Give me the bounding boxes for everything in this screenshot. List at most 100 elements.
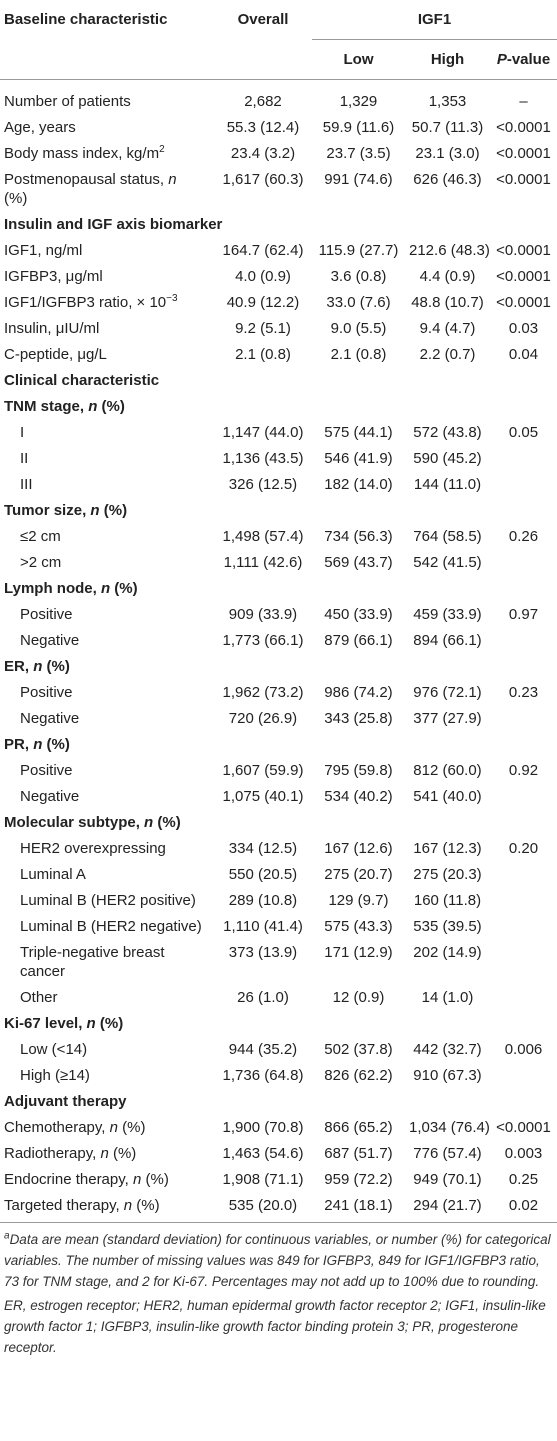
text-part: a <box>4 1230 10 1242</box>
data-row: Insulin, μIU/ml 9.2 (5.1) 9.0 (5.5) 9.4 (4.… <box>0 316 557 342</box>
text-part: n <box>168 171 177 188</box>
row-label: Tumor size, n (%) <box>0 498 557 524</box>
text-part: (%) <box>117 1119 146 1136</box>
row-label: ER, n (%) <box>0 654 557 680</box>
row-label: Endocrine therapy, n (%) <box>0 1167 214 1193</box>
text-part: IGFBP3, μg/ml <box>4 268 103 285</box>
cell: 167 (12.6) <box>324 840 393 857</box>
text-part: (%) <box>99 502 128 519</box>
row-label: >2 cm <box>0 550 214 576</box>
cell: 450 (33.9) <box>324 606 393 623</box>
cell: 164.7 (62.4) <box>222 242 304 259</box>
cell: 826 (62.2) <box>324 1067 393 1084</box>
cell: 1,110 (41.4) <box>223 918 303 935</box>
text-part: Luminal A <box>20 866 86 883</box>
section-row: PR, n (%) <box>0 732 557 758</box>
row-label: II <box>0 446 214 472</box>
cell: 909 (33.9) <box>228 606 298 623</box>
text-part: (%) <box>141 1171 169 1188</box>
cell: 572 (43.8) <box>413 424 482 441</box>
cell: 160 (11.8) <box>413 892 482 909</box>
cell: 33.0 (7.6) <box>326 294 391 311</box>
data-row: Chemotherapy, n (%) 1,900 (70.8) 866 (65.2… <box>0 1115 557 1141</box>
text-part: n <box>88 398 98 415</box>
row-label: Molecular subtype, n (%) <box>0 810 557 836</box>
text-part: I <box>20 424 25 441</box>
section-row: Lymph node, n (%) <box>0 576 557 602</box>
cell: 812 (60.0) <box>413 762 482 779</box>
cell: 541 (40.0) <box>413 788 482 805</box>
text-part: (%) <box>153 814 181 831</box>
cell <box>490 706 557 732</box>
cell: 1,147 (44.0) <box>222 424 304 441</box>
cell <box>490 940 557 985</box>
text-part: n <box>132 1171 142 1188</box>
cell <box>490 985 557 1011</box>
cell: <0.0001 <box>496 1119 551 1136</box>
text-part: Baseline characteristic <box>4 11 168 28</box>
cell <box>490 914 557 940</box>
cell: 949 (70.1) <box>413 1171 482 1188</box>
text-part: −3 <box>166 293 178 304</box>
row-label: Negative <box>0 628 214 654</box>
data-table: Baseline characteristic Overall IGF1 Low Hig… <box>0 0 557 1223</box>
cell: 144 (11.0) <box>413 476 482 493</box>
text-part: (%) <box>4 190 28 207</box>
cell <box>490 862 557 888</box>
cell: 534 (40.2) <box>324 788 393 805</box>
section-row: Molecular subtype, n (%) <box>0 810 557 836</box>
cell: 3.6 (0.8) <box>330 268 387 285</box>
row-label: III <box>0 472 214 498</box>
cell <box>490 628 557 654</box>
footnote: ER, estrogen receptor; HER2, human epide… <box>0 1295 557 1358</box>
cell: 1,034 (76.4) <box>409 1119 490 1136</box>
cell: 1,773 (66.1) <box>222 632 304 649</box>
data-row: II 1,136 (43.5) 546 (41.9) 590 (45.2) <box>0 446 557 472</box>
cell: 687 (51.7) <box>324 1145 393 1162</box>
row-label: Negative <box>0 706 214 732</box>
cell: 590 (45.2) <box>413 450 482 467</box>
text-part: 2 <box>159 144 165 155</box>
cell: 377 (27.9) <box>413 710 482 727</box>
text-part: Triple-negative breast cancer <box>20 944 165 980</box>
cell: 764 (58.5) <box>413 528 482 545</box>
data-row: High (≥14) 1,736 (64.8) 826 (62.2) 910 (67.… <box>0 1063 557 1089</box>
cell: 48.8 (10.7) <box>411 294 484 311</box>
cell: 575 (44.1) <box>324 424 393 441</box>
text-part: P <box>496 51 507 68</box>
cell: 776 (57.4) <box>413 1145 482 1162</box>
text-part: Negative <box>20 788 80 805</box>
row-label: IGF1/IGFBP3 ratio, × 10−3 <box>0 290 214 316</box>
cell: 626 (46.3) <box>413 171 482 188</box>
text-part: Endocrine therapy, <box>4 1171 133 1188</box>
row-label: Low (<14) <box>0 1037 214 1063</box>
column-header: P-value <box>490 39 557 80</box>
row-label: TNM stage, n (%) <box>0 394 557 420</box>
cell: 1,736 (64.8) <box>222 1067 304 1084</box>
text-part: n <box>90 502 100 519</box>
section-row: TNM stage, n (%) <box>0 394 557 420</box>
data-row: Age, years 55.3 (12.4) 59.9 (11.6) 50.7 (11… <box>0 115 557 141</box>
section-row: Insulin and IGF axis biomarker <box>0 212 557 238</box>
text-part: n <box>109 1119 118 1136</box>
text-part: n <box>100 1145 109 1162</box>
text-part: n <box>100 580 111 597</box>
row-label: Clinical characteristic <box>0 368 557 394</box>
text-part: C-peptide, μg/L <box>4 346 107 363</box>
row-label: HER2 overexpressing <box>0 836 214 862</box>
cell: 894 (66.1) <box>413 632 482 649</box>
cell <box>490 1063 557 1089</box>
cell: 9.2 (5.1) <box>235 320 291 337</box>
text-part: (%) <box>132 1197 160 1214</box>
data-row: C-peptide, μg/L 2.1 (0.8) 2.1 (0.8) 2.2 (0.… <box>0 342 557 368</box>
cell <box>490 472 557 498</box>
cell: 502 (37.8) <box>324 1041 393 1058</box>
data-row: Luminal B (HER2 positive) 289 (10.8) 129 (… <box>0 888 557 914</box>
text-part: n <box>123 1197 133 1214</box>
cell: 959 (72.2) <box>324 1171 393 1188</box>
text-part: Luminal B (HER2 negative) <box>20 918 202 935</box>
text-part: Chemotherapy, <box>4 1119 110 1136</box>
cell <box>490 550 557 576</box>
text-part: ≤2 cm <box>20 528 61 545</box>
empty-cell <box>0 39 214 80</box>
